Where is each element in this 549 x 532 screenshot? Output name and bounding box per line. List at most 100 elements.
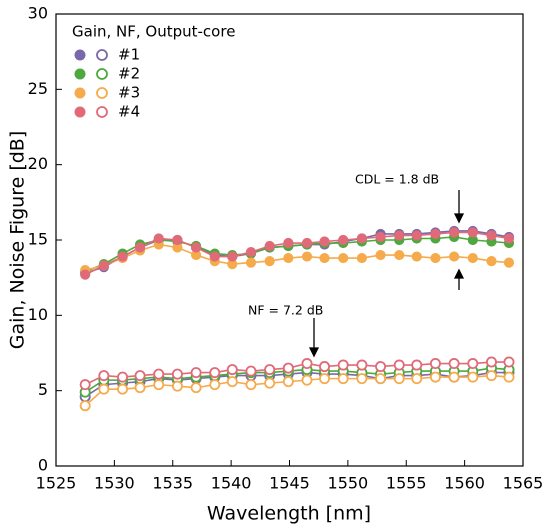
gain-marker — [319, 252, 330, 264]
nf-marker — [245, 365, 257, 377]
gain-marker — [449, 227, 460, 238]
nf-marker — [209, 367, 221, 379]
legend-label: #2 — [118, 65, 140, 83]
gain-marker — [375, 249, 386, 261]
nf-marker — [117, 371, 129, 383]
nf-marker — [226, 364, 238, 376]
gain-marker — [117, 251, 128, 262]
nf-marker — [356, 359, 368, 371]
nf-marker — [319, 361, 331, 373]
gain-line — [84, 236, 510, 273]
nf-marker — [485, 356, 497, 368]
gain-marker — [264, 240, 275, 252]
legend-marker — [74, 68, 86, 80]
nf-marker — [375, 373, 387, 385]
gain-line — [84, 231, 510, 276]
nf-marker — [429, 358, 441, 370]
nf-marker — [190, 367, 202, 379]
nf-marker — [98, 383, 110, 395]
nf-marker — [282, 376, 294, 388]
gain-marker — [319, 236, 330, 247]
annotation: CDL = 1.8 dB — [355, 172, 439, 187]
arrows — [308, 190, 465, 358]
gain-marker — [301, 237, 313, 249]
arrow-head — [453, 268, 465, 279]
gain-marker — [486, 255, 497, 267]
gain-marker — [411, 230, 422, 241]
nf-marker — [190, 382, 202, 394]
nf-marker — [153, 379, 165, 391]
y-tick-label: 20 — [28, 154, 48, 173]
legend-marker — [96, 49, 108, 61]
nf-marker — [375, 361, 387, 373]
gain-marker — [486, 230, 497, 241]
x-tick-label: 1535 — [152, 474, 193, 493]
gain-marker — [153, 233, 164, 244]
x-tick-label: 1560 — [444, 474, 485, 493]
arrow-head — [453, 213, 465, 224]
gain-marker — [283, 252, 294, 264]
nf-marker — [337, 373, 349, 385]
gain-marker — [430, 252, 441, 264]
gain-marker — [80, 269, 91, 280]
y-tick-label: 10 — [28, 305, 48, 324]
nf-marker — [79, 379, 91, 391]
nf-marker — [153, 368, 165, 380]
nf-marker — [301, 358, 313, 370]
gain-marker — [227, 251, 238, 262]
y-tick-label: 0 — [38, 456, 48, 475]
nf-marker — [337, 359, 349, 371]
nf-marker — [448, 358, 460, 370]
legend-marker — [74, 106, 86, 118]
nf-marker — [98, 370, 110, 382]
x-tick-label: 1530 — [94, 474, 135, 493]
nf-marker — [467, 371, 479, 383]
gain-marker — [394, 230, 405, 241]
gain-marker — [375, 231, 386, 243]
nf-marker — [301, 374, 313, 386]
x-tick-label: 1555 — [386, 474, 427, 493]
x-tick-label: 1565 — [503, 474, 544, 493]
legend-marker — [96, 68, 108, 80]
x-tick-label: 1545 — [269, 474, 310, 493]
gain-marker — [172, 234, 183, 246]
gain-marker — [245, 246, 257, 258]
x-tick-label: 1525 — [36, 474, 77, 493]
legend-marker — [96, 106, 108, 118]
nf-marker — [448, 371, 460, 383]
nf-marker — [171, 368, 183, 380]
nf-marker — [226, 376, 238, 388]
gain-marker — [467, 227, 478, 238]
gain-marker — [430, 228, 441, 240]
gain-marker — [467, 252, 478, 264]
y-tick-label: 30 — [28, 4, 48, 23]
gain-marker — [98, 260, 109, 271]
nf-marker — [134, 382, 146, 394]
nf-marker — [503, 356, 515, 368]
nf-marker — [429, 371, 441, 383]
nf-marker — [134, 370, 146, 382]
nf-marker — [356, 373, 368, 385]
gain-marker — [264, 255, 275, 267]
nf-marker — [245, 379, 257, 391]
gain-marker — [301, 251, 313, 262]
gain-marker — [411, 251, 422, 262]
y-axis-label: Gain, Noise Figure [dB] — [7, 131, 29, 349]
x-tick-label: 1540 — [211, 474, 252, 493]
nf-marker — [393, 359, 405, 371]
legend-marker — [96, 87, 108, 99]
y-tick-label: 25 — [28, 79, 48, 98]
nf-marker — [264, 364, 276, 376]
nf-marker — [79, 400, 91, 412]
annotation: NF = 7.2 dB — [248, 303, 323, 318]
nf-marker — [282, 362, 294, 374]
nf-marker — [171, 380, 183, 392]
gain-marker — [209, 251, 220, 262]
gain-marker — [356, 233, 367, 244]
nf-marker — [411, 359, 423, 371]
nf-line — [84, 371, 509, 398]
nf-marker — [411, 373, 423, 385]
nf-marker — [503, 371, 515, 383]
legend-marker — [74, 49, 86, 61]
